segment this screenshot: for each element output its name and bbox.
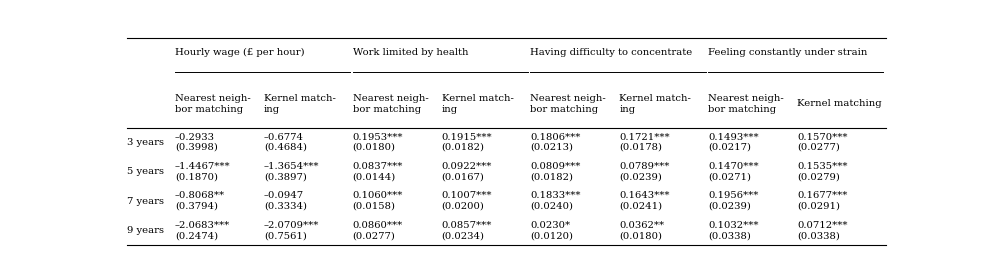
Text: Nearest neigh-
bor matching: Nearest neigh- bor matching [353,94,428,114]
Text: 0.1721***
(0.0178): 0.1721*** (0.0178) [620,133,670,152]
Text: –0.0947
(0.3334): –0.0947 (0.3334) [264,192,307,211]
Text: Nearest neigh-
bor matching: Nearest neigh- bor matching [708,94,784,114]
Text: 0.1570***
(0.0277): 0.1570*** (0.0277) [797,133,847,152]
Text: 7 years: 7 years [127,197,164,206]
Text: Kernel matching: Kernel matching [797,100,882,108]
Text: Kernel match-
ing: Kernel match- ing [264,94,336,114]
Text: –0.2933
(0.3998): –0.2933 (0.3998) [175,133,218,152]
Text: 0.0809***
(0.0182): 0.0809*** (0.0182) [530,162,581,182]
Text: Nearest neigh-
bor matching: Nearest neigh- bor matching [175,94,251,114]
Text: Work limited by health: Work limited by health [353,48,468,57]
Text: 0.1806***
(0.0213): 0.1806*** (0.0213) [530,133,581,152]
Text: 0.1677***
(0.0291): 0.1677*** (0.0291) [797,192,847,211]
Text: 3 years: 3 years [127,138,164,147]
Text: –1.3654***
(0.3897): –1.3654*** (0.3897) [264,162,319,182]
Text: 0.1493***
(0.0217): 0.1493*** (0.0217) [708,133,758,152]
Text: 0.1007***
(0.0200): 0.1007*** (0.0200) [441,192,492,211]
Text: Feeling constantly under strain: Feeling constantly under strain [708,48,868,57]
Text: –2.0683***
(0.2474): –2.0683*** (0.2474) [175,221,230,240]
Text: 0.0789***
(0.0239): 0.0789*** (0.0239) [620,162,670,182]
Text: 0.1956***
(0.0239): 0.1956*** (0.0239) [708,192,758,211]
Text: 9 years: 9 years [127,226,164,235]
Text: 5 years: 5 years [127,167,164,176]
Text: –0.8068**
(0.3794): –0.8068** (0.3794) [175,192,226,211]
Text: Hourly wage (£ per hour): Hourly wage (£ per hour) [175,48,304,57]
Text: 0.1535***
(0.0279): 0.1535*** (0.0279) [797,162,847,182]
Text: 0.0712***
(0.0338): 0.0712*** (0.0338) [797,221,847,240]
Text: Nearest neigh-
bor matching: Nearest neigh- bor matching [530,94,606,114]
Text: 0.1470***
(0.0271): 0.1470*** (0.0271) [708,162,758,182]
Text: 0.0837***
(0.0144): 0.0837*** (0.0144) [353,162,403,182]
Text: –0.6774
(0.4684): –0.6774 (0.4684) [264,133,307,152]
Text: Kernel match-
ing: Kernel match- ing [620,94,691,114]
Text: 0.1915***
(0.0182): 0.1915*** (0.0182) [441,133,492,152]
Text: 0.1953***
(0.0180): 0.1953*** (0.0180) [353,133,403,152]
Text: 0.0860***
(0.0277): 0.0860*** (0.0277) [353,221,403,240]
Text: 0.1060***
(0.0158): 0.1060*** (0.0158) [353,192,403,211]
Text: 0.0922***
(0.0167): 0.0922*** (0.0167) [441,162,492,182]
Text: 0.1643***
(0.0241): 0.1643*** (0.0241) [620,192,670,211]
Text: 0.1833***
(0.0240): 0.1833*** (0.0240) [530,192,581,211]
Text: 0.0362**
(0.0180): 0.0362** (0.0180) [620,221,664,240]
Text: 0.1032***
(0.0338): 0.1032*** (0.0338) [708,221,758,240]
Text: –1.4467***
(0.1870): –1.4467*** (0.1870) [175,162,230,182]
Text: Kernel match-
ing: Kernel match- ing [441,94,513,114]
Text: Having difficulty to concentrate: Having difficulty to concentrate [530,48,692,57]
Text: 0.0230*
(0.0120): 0.0230* (0.0120) [530,221,573,240]
Text: –2.0709***
(0.7561): –2.0709*** (0.7561) [264,221,319,240]
Text: 0.0857***
(0.0234): 0.0857*** (0.0234) [441,221,492,240]
